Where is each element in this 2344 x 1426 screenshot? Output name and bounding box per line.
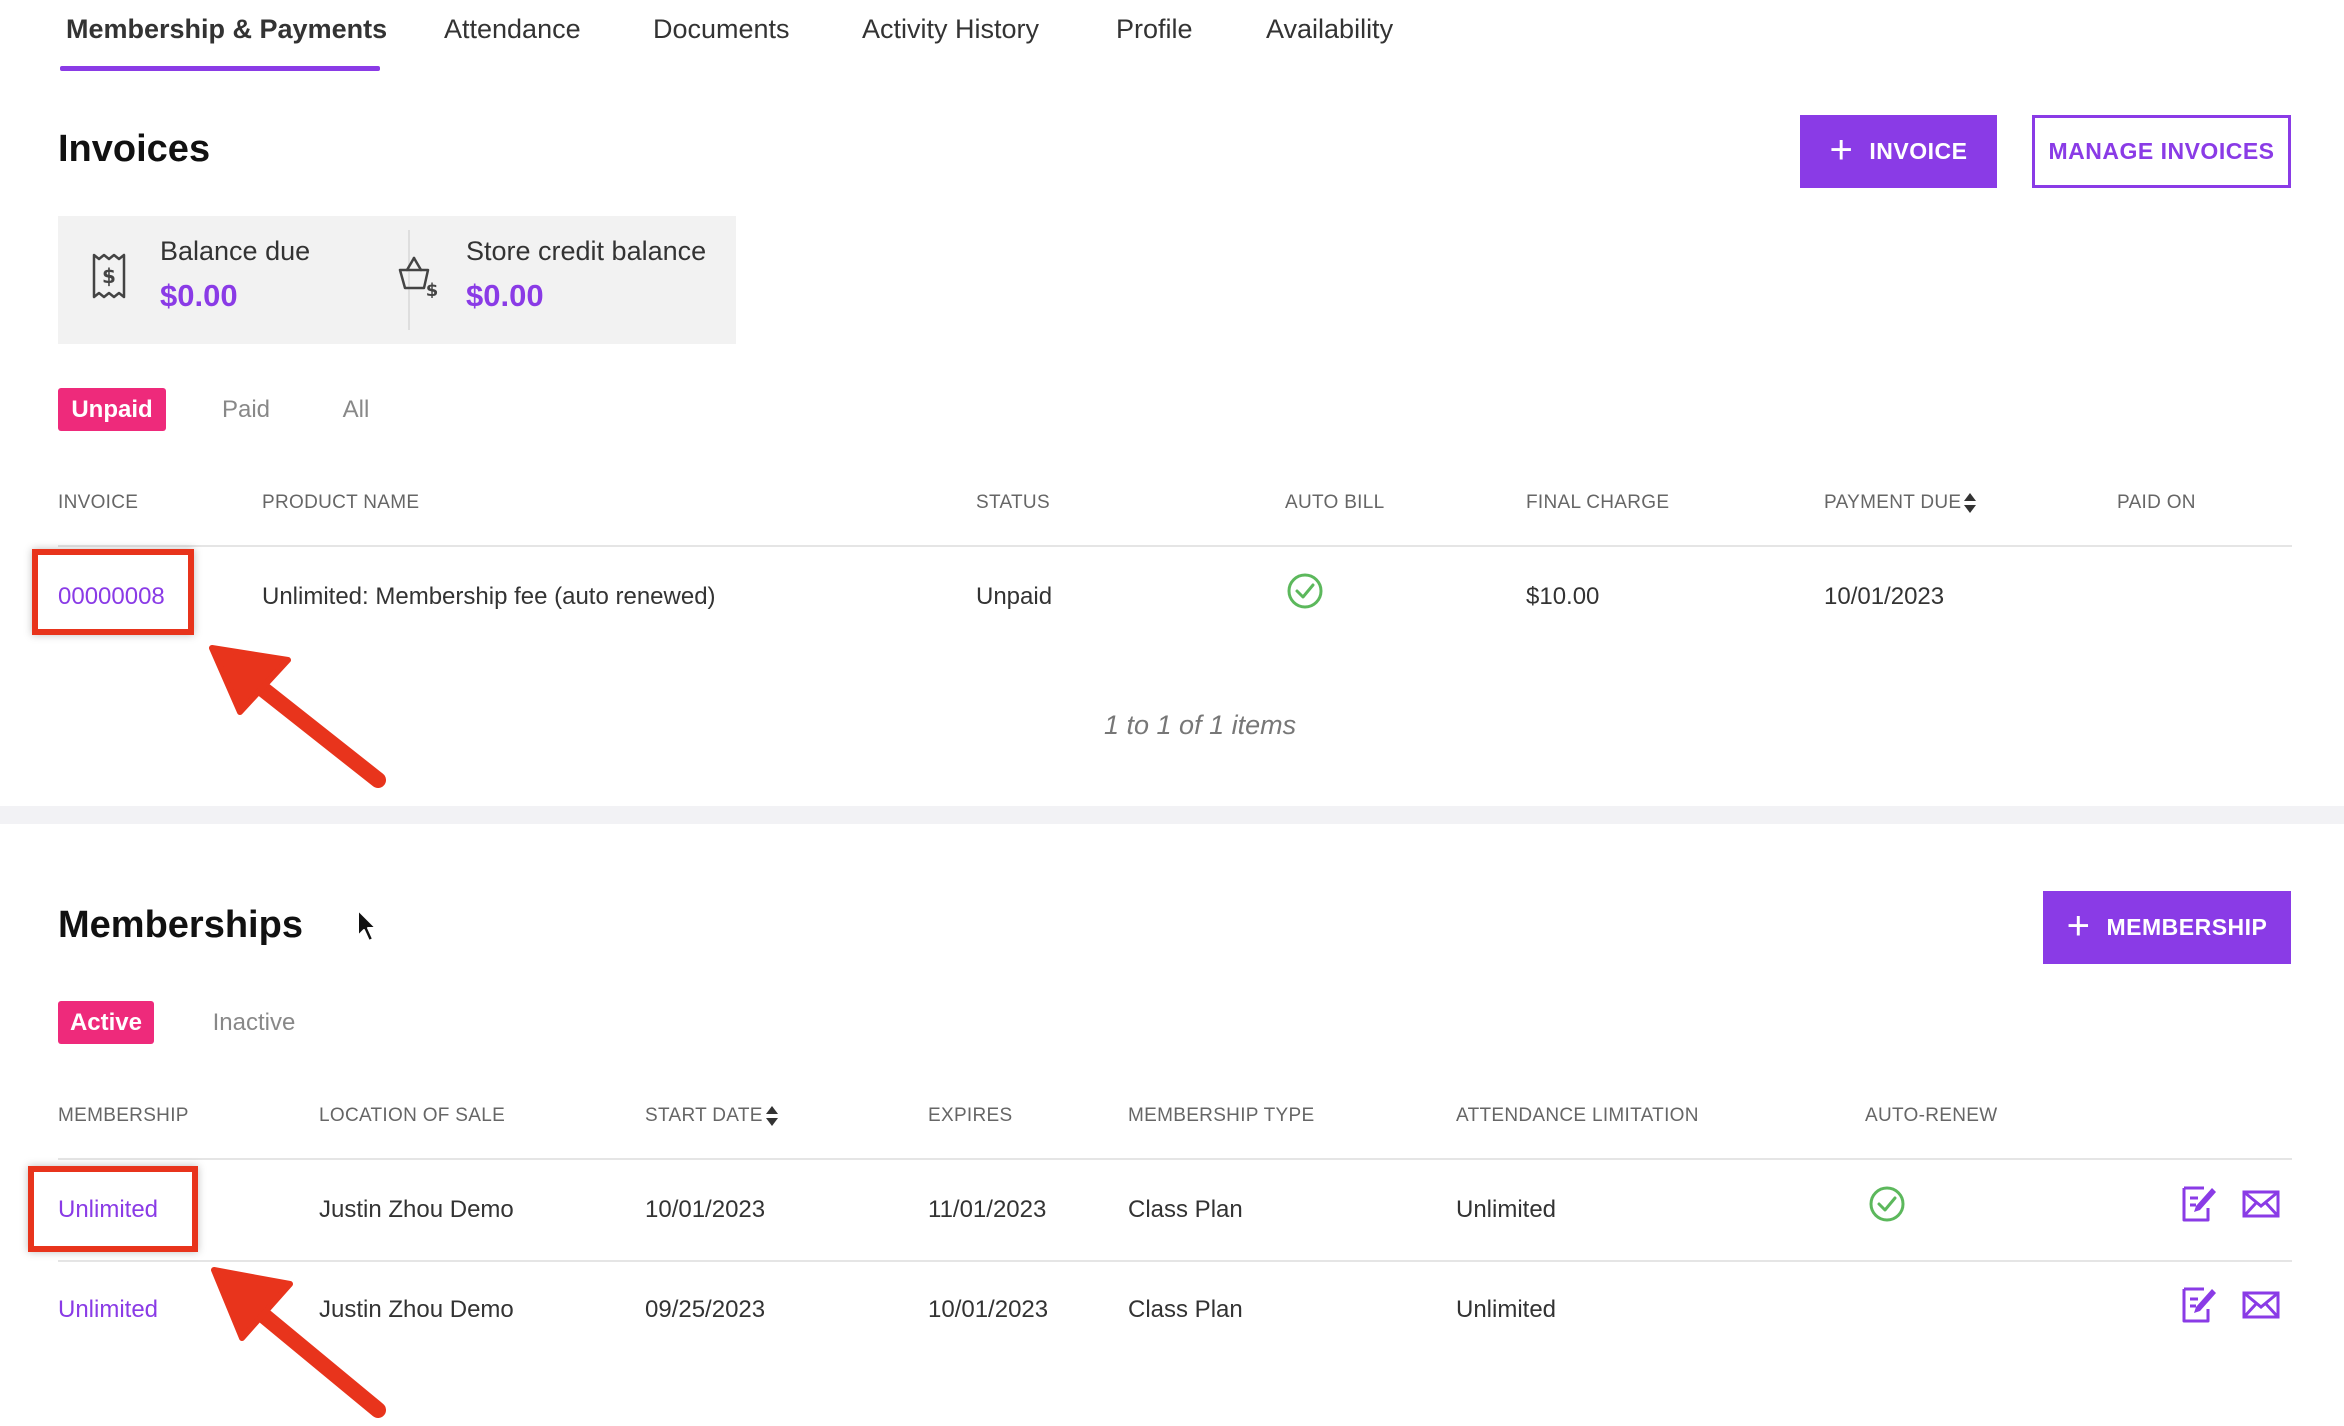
start-date: 10/01/2023 — [645, 1196, 766, 1223]
add-membership-button[interactable]: + MEMBERSHIP — [2043, 891, 2291, 964]
tab-membership-payments[interactable]: Membership & Payments — [66, 14, 388, 44]
column-start-date[interactable]: START DATE — [645, 1105, 763, 1126]
expires: 10/01/2023 — [928, 1296, 1049, 1323]
basket-dollar-icon: $ — [398, 256, 439, 298]
column-membership: MEMBERSHIP — [58, 1105, 189, 1126]
sort-icon[interactable] — [764, 1104, 780, 1128]
column-status: STATUS — [976, 492, 1050, 513]
manage-invoices-button[interactable]: MANAGE INVOICES — [2032, 115, 2291, 188]
payment-due: 10/01/2023 — [1824, 583, 1945, 610]
annotation-highlight-box — [28, 1166, 198, 1252]
attendance-limitation: Unlimited — [1456, 1296, 1557, 1323]
row-divider — [58, 1260, 2292, 1262]
plus-icon: + — [1829, 127, 1854, 172]
section-separator — [0, 806, 2344, 824]
column-auto-bill: AUTO BILL — [1285, 492, 1385, 513]
invoice-number-link[interactable]: 00000008 — [58, 583, 165, 610]
column-membership-type: MEMBERSHIP TYPE — [1128, 1105, 1315, 1126]
attendance-limitation: Unlimited — [1456, 1196, 1557, 1223]
memberships-title: Memberships — [58, 904, 303, 946]
sort-icon[interactable] — [1962, 491, 1978, 515]
membership-link[interactable]: Unlimited — [58, 1296, 159, 1323]
edit-document-icon[interactable] — [2180, 1184, 2218, 1224]
receipt-dollar-icon: $ — [92, 253, 126, 299]
tab-activity-history[interactable]: Activity History — [862, 14, 1040, 44]
location-of-sale: Justin Zhou Demo — [319, 1196, 514, 1223]
svg-text:$: $ — [102, 264, 116, 288]
location-of-sale: Justin Zhou Demo — [319, 1296, 514, 1323]
filter-active[interactable]: Active — [58, 1001, 154, 1044]
table-header-divider — [58, 545, 2292, 547]
filter-paid[interactable]: Paid — [221, 395, 271, 423]
invoice-status: Unpaid — [976, 583, 1053, 610]
svg-text:$: $ — [426, 280, 439, 298]
annotation-highlight-box — [32, 549, 194, 635]
store-credit-label: Store credit balance — [466, 236, 707, 266]
tab-availability[interactable]: Availability — [1266, 14, 1394, 44]
check-circle-icon — [1869, 1186, 1905, 1222]
column-paid-on: PAID ON — [2117, 492, 2196, 513]
annotation-arrow-icon — [209, 645, 386, 788]
membership-type: Class Plan — [1128, 1296, 1243, 1323]
tab-attendance[interactable]: Attendance — [444, 14, 581, 44]
filter-inactive[interactable]: Inactive — [212, 1008, 296, 1036]
column-final-charge: FINAL CHARGE — [1526, 492, 1670, 513]
add-invoice-button[interactable]: + INVOICE — [1800, 115, 1997, 188]
mouse-cursor-icon — [357, 909, 377, 942]
column-location-of-sale: LOCATION OF SALE — [319, 1105, 506, 1126]
expires: 11/01/2023 — [928, 1196, 1047, 1223]
add-membership-label: MEMBERSHIP — [2106, 914, 2268, 940]
envelope-icon[interactable] — [2242, 1190, 2280, 1218]
active-tab-indicator — [60, 66, 380, 71]
tab-profile[interactable]: Profile — [1116, 14, 1193, 44]
column-attendance-limitation: ATTENDANCE LIMITATION — [1456, 1105, 1699, 1126]
balance-divider — [408, 230, 410, 330]
edit-document-icon[interactable] — [2180, 1285, 2218, 1325]
tab-documents[interactable]: Documents — [653, 14, 790, 44]
balance-due-value: $0.00 — [160, 278, 238, 313]
annotation-arrow-icon — [211, 1267, 386, 1418]
column-expires: EXPIRES — [928, 1105, 1013, 1126]
column-product-name: PRODUCT NAME — [262, 492, 420, 513]
final-charge: $10.00 — [1526, 583, 1600, 610]
add-invoice-label: INVOICE — [1869, 138, 1968, 164]
check-circle-icon — [1287, 573, 1323, 609]
filter-unpaid[interactable]: Unpaid — [58, 388, 166, 431]
membership-link[interactable]: Unlimited — [58, 1196, 159, 1223]
plus-icon: + — [2066, 903, 2091, 948]
balance-summary: $ Balance due $0.00 $ Store credit balan… — [58, 216, 736, 344]
column-payment-due[interactable]: PAYMENT DUE — [1824, 492, 1962, 513]
filter-all[interactable]: All — [342, 395, 370, 423]
pagination-info: 1 to 1 of 1 items — [1104, 710, 1297, 740]
envelope-icon[interactable] — [2242, 1291, 2280, 1319]
table-header-divider — [58, 1158, 2292, 1160]
product-name: Unlimited: Membership fee (auto renewed) — [262, 583, 716, 610]
column-invoice: INVOICE — [58, 492, 139, 513]
membership-type: Class Plan — [1128, 1196, 1243, 1223]
balance-due-label: Balance due — [160, 236, 311, 266]
start-date: 09/25/2023 — [645, 1296, 766, 1323]
invoices-title: Invoices — [58, 128, 211, 170]
store-credit-value: $0.00 — [466, 278, 544, 313]
column-auto-renew: AUTO-RENEW — [1865, 1105, 1998, 1126]
